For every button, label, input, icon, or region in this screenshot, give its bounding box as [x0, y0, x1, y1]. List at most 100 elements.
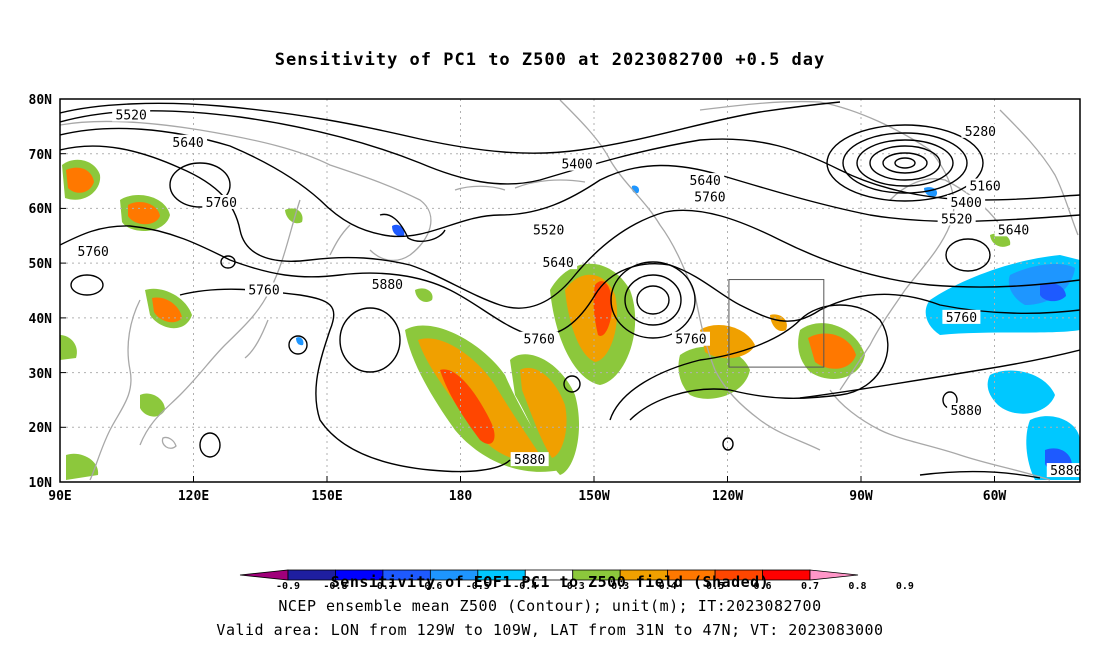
closed-contour-small-2	[288, 335, 308, 355]
closed-contour-small-4	[563, 375, 581, 393]
closed-contour-atlantic	[945, 238, 991, 272]
contour-5760-south	[60, 225, 1080, 337]
closed-contour-small-1	[220, 255, 236, 269]
high-contour-pacific	[339, 307, 401, 373]
lat-label: 40N	[29, 312, 53, 327]
low-contour-4	[869, 145, 941, 181]
low-contour-5	[882, 152, 928, 174]
closed-contour-siberia	[169, 162, 231, 208]
colorbar-tick-label: -0.8	[323, 581, 347, 592]
cutoff-low-contour-1	[610, 261, 696, 339]
lon-label: 150W	[578, 489, 609, 504]
contour-label: 5880	[950, 404, 981, 419]
footer-valid-area: Valid area: LON from 129W to 109W, LAT f…	[216, 621, 884, 639]
contour-label: 5880	[514, 453, 545, 468]
contour-kamchatka	[379, 213, 446, 242]
contour-label-background	[539, 255, 578, 270]
contour-label-background	[558, 156, 597, 171]
alaska-coast	[514, 179, 586, 189]
contour-5880-east	[609, 304, 889, 421]
low-contour-1	[826, 124, 984, 202]
contour-label: 5400	[561, 158, 592, 173]
contour-label: 5280	[965, 125, 996, 140]
low-contour-2	[842, 132, 968, 194]
asia-north-coast	[60, 120, 432, 262]
contour-label: 5760	[206, 196, 237, 211]
lat-label: 60N	[29, 202, 53, 217]
contour-label-background	[74, 244, 113, 259]
colorbar-tick-label: -0.7	[371, 581, 395, 592]
contour-label-background	[686, 173, 725, 188]
closed-contour-small-5	[722, 437, 734, 451]
luzon-coast	[161, 436, 177, 449]
aleutian-coast	[454, 185, 506, 191]
contour-label: 5640	[172, 136, 203, 151]
colorbar-tick-label: 0.7	[801, 581, 819, 592]
contour-label: 5760	[78, 245, 109, 260]
contour-label-background	[671, 331, 710, 346]
colorbar-tick-label: -0.4	[513, 581, 537, 592]
contour-label: 5760	[694, 190, 725, 205]
low-contour-3	[856, 139, 954, 187]
contour-label-background	[947, 402, 986, 417]
lon-label: 120W	[712, 489, 743, 504]
colorbar-tick-label: 0.3	[611, 581, 629, 592]
kamchatka-coast	[329, 224, 351, 256]
contour-label: 5880	[372, 278, 403, 293]
lon-label: 150E	[311, 489, 342, 504]
closed-contour-asia	[70, 274, 104, 296]
axis-ticks	[59, 98, 995, 483]
lat-label: 50N	[29, 257, 53, 272]
colorbar-tick-label: -0.5	[466, 581, 490, 592]
contour-5520	[60, 110, 1080, 201]
map-frame	[59, 98, 1081, 483]
lat-label: 70N	[29, 148, 53, 163]
colorbar-right-arrow	[809, 569, 859, 581]
contour-label-background	[1046, 463, 1085, 478]
lat-label: 80N	[29, 93, 53, 108]
lat-label: 30N	[29, 367, 53, 382]
contour-label: 5760	[675, 333, 706, 348]
contour-label: 5760	[946, 311, 977, 326]
contour-label: 5760	[524, 333, 555, 348]
asia-east-coast	[139, 199, 301, 446]
lat-label: 20N	[29, 421, 53, 436]
lon-label: 120E	[178, 489, 209, 504]
contour-label: 5760	[248, 284, 279, 299]
colorbar-tick-label: 0.8	[848, 581, 866, 592]
colorbar-tick-label: 0.5	[706, 581, 724, 592]
contour-label-background	[961, 123, 1000, 138]
contour-label: 5640	[542, 256, 573, 271]
closed-contour-small-3	[199, 432, 221, 458]
low-contour-6	[894, 157, 916, 169]
contour-label-background	[245, 282, 283, 297]
contour-label-background	[937, 211, 976, 226]
contour-label-background	[368, 277, 407, 292]
cutoff-low-contour-2	[624, 274, 682, 326]
colorbar-tick-label: 0.4	[659, 581, 677, 592]
asia-southeast-coast	[89, 299, 141, 481]
contour-label-background	[520, 331, 559, 346]
colorbar-tick-label: -0.6	[418, 581, 442, 592]
contour-5880-south	[919, 470, 1041, 479]
lon-label: 90E	[48, 489, 71, 504]
map-title: Sensitivity of PC1 to Z500 at 2023082700…	[274, 50, 826, 70]
colorbar-tick-label: -0.3	[561, 581, 585, 592]
lon-label: 180	[449, 489, 473, 504]
contour-label-background	[510, 452, 549, 467]
contour-label: 5880	[1050, 464, 1081, 479]
latitude-labels: 80N 70N 60N 50N 40N 30N 20N 10N	[29, 93, 53, 491]
contour-label-background	[942, 309, 981, 324]
contour-label-background	[994, 222, 1033, 237]
colorbar-tick-label: -0.9	[276, 581, 300, 592]
lon-label: 90W	[849, 489, 873, 504]
gulf-caribbean-coast	[829, 389, 1051, 481]
longitude-labels: 90E 120E 150E 180 150W 120W 90W 60W	[48, 489, 1006, 504]
valid-area-box	[728, 279, 825, 368]
colorbar: -0.9 -0.8 -0.7 -0.6 -0.5 -0.4 -0.3 0.3 0.4 0.5 0.6…	[239, 569, 914, 592]
contour-label: 5520	[941, 212, 972, 227]
contour-label-background	[947, 194, 986, 209]
